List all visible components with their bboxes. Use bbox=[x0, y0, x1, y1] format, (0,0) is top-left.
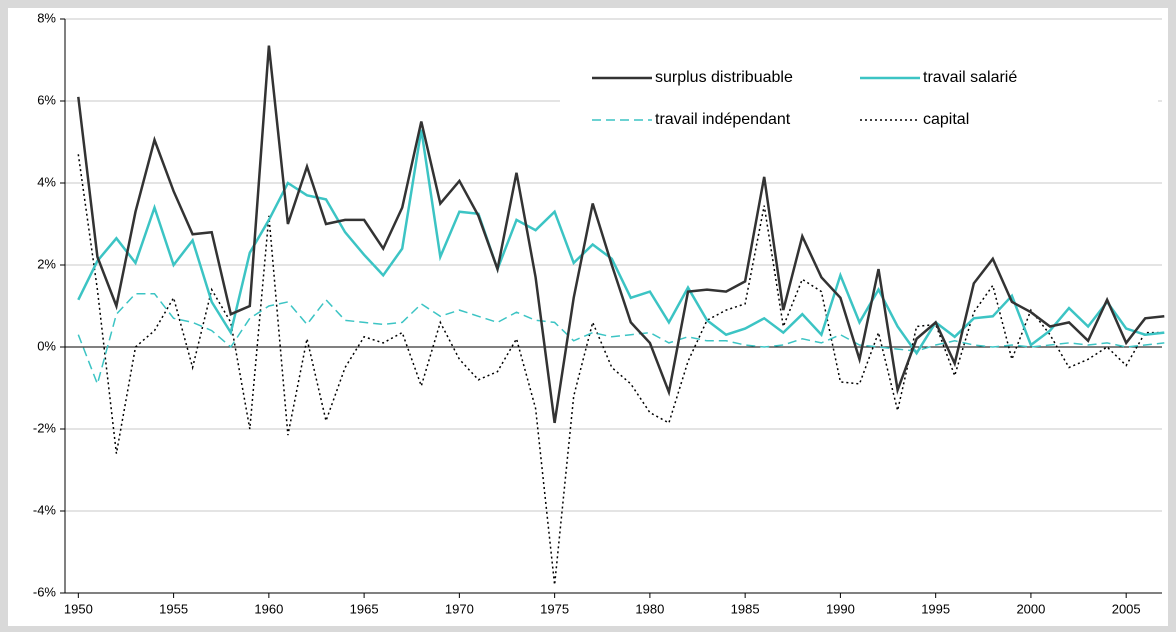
y-tick-label: 8% bbox=[37, 10, 56, 25]
y-tick-label: -6% bbox=[33, 584, 57, 599]
x-tick-label: 1955 bbox=[159, 601, 188, 616]
x-tick-label: 1980 bbox=[635, 601, 664, 616]
y-tick-label: 0% bbox=[37, 338, 56, 353]
x-tick-label: 1990 bbox=[826, 601, 855, 616]
y-tick-label: 6% bbox=[37, 92, 56, 107]
legend-box bbox=[560, 58, 1158, 162]
x-tick-label: 1960 bbox=[254, 601, 283, 616]
x-tick-label: 1985 bbox=[731, 601, 760, 616]
lines bbox=[77, 45, 1165, 585]
y-tick-label: 2% bbox=[37, 256, 56, 271]
y-tick-label: -2% bbox=[33, 420, 57, 435]
x-tick-label: 2000 bbox=[1016, 601, 1045, 616]
x-tick-label: 1995 bbox=[921, 601, 950, 616]
series-line bbox=[77, 292, 1165, 387]
legend-label: travail salarié bbox=[923, 69, 1017, 86]
x-tick-label: 1975 bbox=[540, 601, 569, 616]
legend-label: travail indépendant bbox=[655, 111, 791, 128]
x-tick-label: 1970 bbox=[445, 601, 474, 616]
series-line bbox=[77, 45, 1165, 424]
series-line bbox=[77, 129, 1165, 356]
x-tick-label: 1965 bbox=[350, 601, 379, 616]
x-tick-label: 1950 bbox=[64, 601, 93, 616]
series-line bbox=[77, 154, 1165, 585]
legend: surplus distribuable travail salarié trava… bbox=[560, 58, 1158, 162]
grid: -6% -4% -2% 0% 2% 4% 6% 8% 1950 1955 1960 1965 1970 1… bbox=[33, 10, 1162, 616]
y-tick-label: -4% bbox=[33, 502, 57, 517]
y-tick-label: 4% bbox=[37, 174, 56, 189]
legend-label: surplus distribuable bbox=[655, 69, 793, 86]
x-tick-label: 2005 bbox=[1112, 601, 1141, 616]
legend-label: capital bbox=[923, 111, 969, 128]
